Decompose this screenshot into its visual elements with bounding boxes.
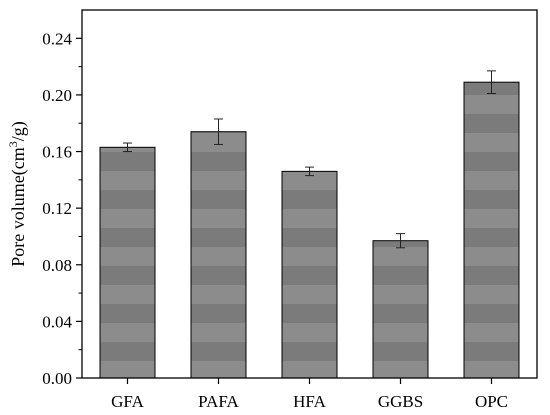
y-tick-label: 0.20 bbox=[42, 86, 72, 105]
bar-hfa bbox=[281, 170, 338, 379]
y-tick-label: 0.24 bbox=[42, 29, 72, 48]
x-tick-label-ggbs: GGBS bbox=[378, 392, 423, 411]
y-tick-label: 0.04 bbox=[42, 312, 72, 331]
bar-ggbs bbox=[372, 240, 429, 379]
y-axis-title: Pore volume(cm3/g) bbox=[6, 121, 29, 266]
x-tick-label-opc: OPC bbox=[475, 392, 508, 411]
x-tick-label-gfa: GFA bbox=[111, 392, 144, 411]
error-bars-layer bbox=[123, 70, 496, 249]
bar-gfa bbox=[99, 146, 156, 379]
y-tick-label: 0.08 bbox=[42, 256, 72, 275]
bar-pafa bbox=[190, 131, 247, 379]
y-tick-label: 0.12 bbox=[42, 199, 72, 218]
x-tick-label-hfa: HFA bbox=[293, 392, 326, 411]
bars-layer bbox=[99, 81, 520, 379]
x-tick-label-pafa: PAFA bbox=[198, 392, 239, 411]
y-tick-label: 0.00 bbox=[42, 369, 72, 388]
y-axis-title-superscript: 3 bbox=[6, 141, 20, 147]
x-axis: GFA PAFA HFA GGBS OPC bbox=[111, 378, 508, 411]
bar-opc bbox=[463, 81, 520, 379]
y-axis: 0.00 0.04 0.08 0.12 0.16 0.20 0.24 bbox=[42, 29, 82, 388]
y-tick-label: 0.16 bbox=[42, 143, 72, 162]
y-axis-title-main: Pore volume(cm bbox=[8, 147, 29, 266]
y-axis-title-unit: /g) bbox=[8, 121, 29, 141]
